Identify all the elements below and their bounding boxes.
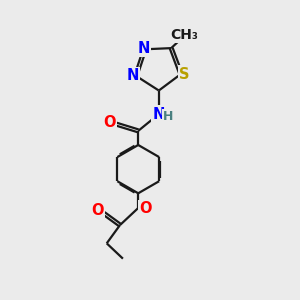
- Text: O: O: [140, 201, 152, 216]
- Text: CH₃: CH₃: [170, 28, 198, 42]
- Text: O: O: [103, 115, 116, 130]
- Text: N: N: [126, 68, 139, 83]
- Text: N: N: [153, 106, 165, 122]
- Text: O: O: [91, 203, 103, 218]
- Text: N: N: [138, 41, 150, 56]
- Text: S: S: [179, 67, 190, 82]
- Text: H: H: [163, 110, 173, 123]
